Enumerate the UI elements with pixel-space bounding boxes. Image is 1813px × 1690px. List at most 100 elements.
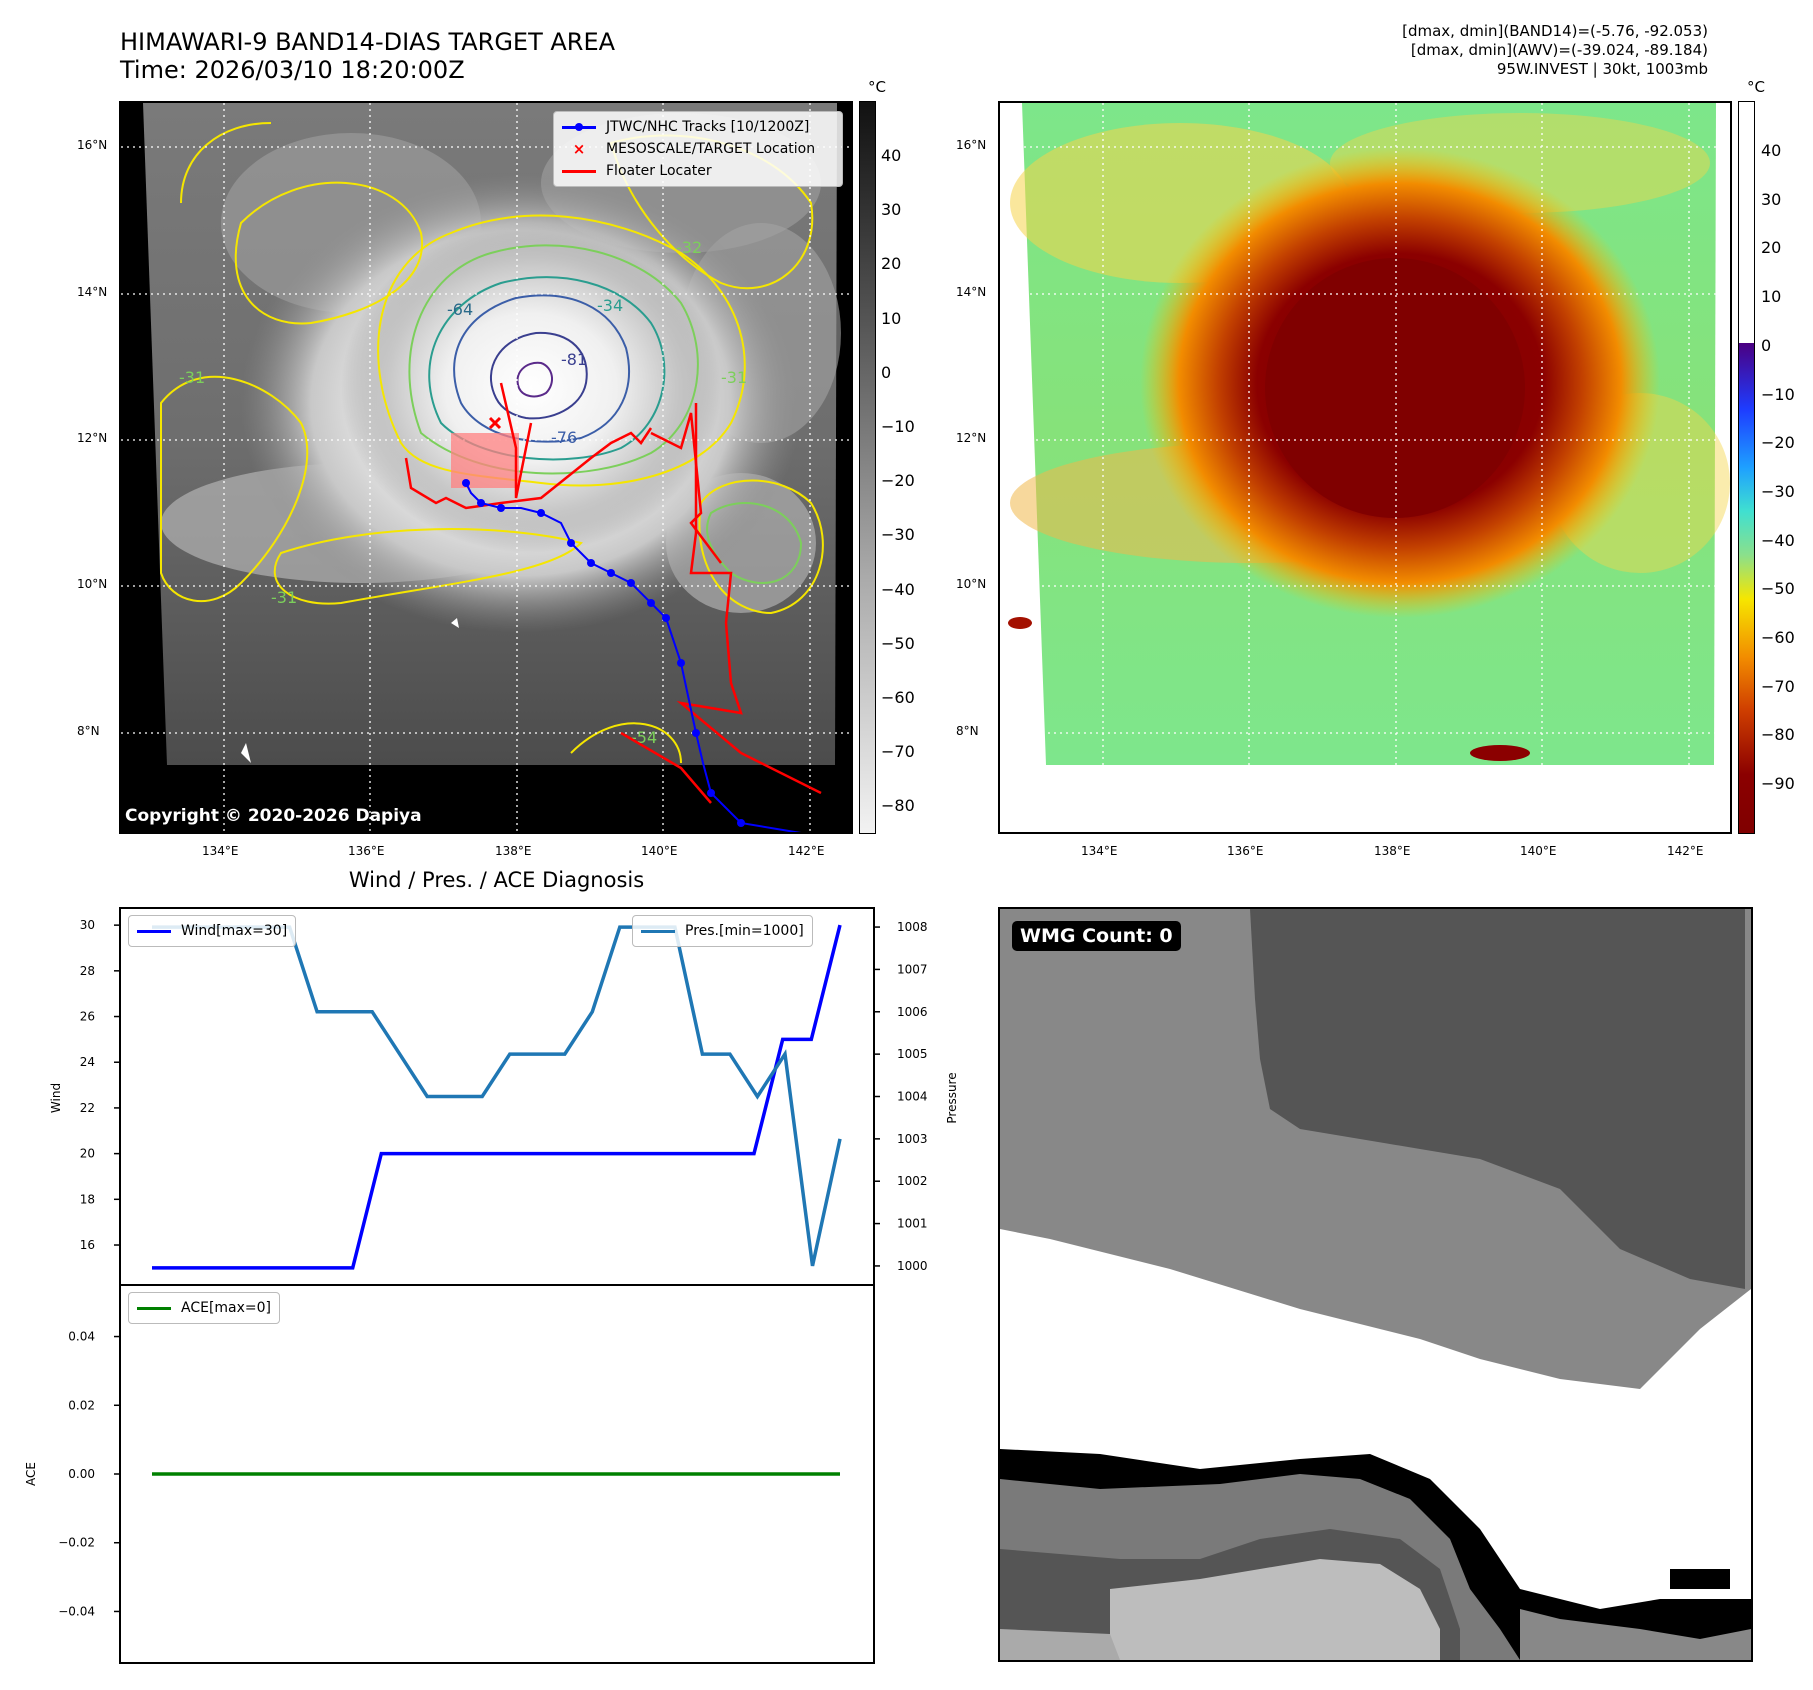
awv-image bbox=[1000, 103, 1730, 832]
pressure-series-line bbox=[152, 925, 842, 1267]
lon-tick-label: 134°E bbox=[1081, 844, 1118, 858]
wind-tick-label: 16 bbox=[80, 1238, 95, 1252]
legend-label: Wind[max=30] bbox=[181, 923, 288, 939]
awv-range: [dmax, dmin](AWV)=(-39.024, -89.184) bbox=[1410, 41, 1708, 59]
wind-tick-label: 20 bbox=[80, 1147, 95, 1161]
figure-title: HIMAWARI-9 BAND14-DIAS TARGET AREA bbox=[120, 28, 616, 56]
colorbar-tick-label: 0 bbox=[881, 362, 892, 382]
contour-label: -34 bbox=[597, 296, 623, 315]
colorbar-tick-label: −80 bbox=[1761, 725, 1795, 745]
pressure-legend: Pres.[min=1000] bbox=[632, 915, 813, 947]
colorbar-tick-label: 10 bbox=[881, 308, 902, 328]
wind-pressure-axes: 16 18 20 22 24 26 28 30 1000 1001 1002 1003 1004 1005… bbox=[80, 918, 928, 1273]
pressure-line-icon bbox=[641, 929, 675, 933]
wind-tick-label: 18 bbox=[80, 1192, 95, 1206]
colorbar-tick-label: −50 bbox=[881, 633, 915, 653]
diagnosis-title: Wind / Pres. / ACE Diagnosis bbox=[348, 868, 645, 892]
lat-tick-label: 12°N bbox=[956, 431, 987, 445]
legend-label: MESOSCALE/TARGET Location bbox=[606, 141, 816, 157]
floater-line-icon bbox=[562, 169, 596, 173]
lat-tick-label: 16°N bbox=[77, 138, 108, 152]
ir-legend: JTWC/NHC Tracks [10/1200Z] × MESOSCALE/T… bbox=[553, 111, 843, 187]
colorbar-tick-label: −30 bbox=[881, 525, 915, 545]
contour-label: -31 bbox=[271, 588, 297, 607]
ir-image-panel: -64 -81 -76 -34 -31 -31 -31 -32 -54 bbox=[119, 101, 853, 834]
ir-image: -64 -81 -76 -34 -31 -31 -31 -32 -54 bbox=[121, 103, 851, 832]
colorbar-tick-label: 20 bbox=[1761, 238, 1782, 258]
lat-tick-label: 8°N bbox=[77, 724, 100, 738]
pressure-tick-label: 1002 bbox=[897, 1174, 928, 1188]
legend-item: JTWC/NHC Tracks [10/1200Z] bbox=[562, 116, 834, 138]
lon-tick-label: 140°E bbox=[1520, 844, 1557, 858]
colorbar-tick-label: 40 bbox=[1761, 141, 1782, 160]
wind-tick-label: 22 bbox=[80, 1101, 95, 1115]
wind-tick-label: 28 bbox=[80, 964, 95, 978]
map-gridlines bbox=[121, 103, 851, 832]
contour-label: -76 bbox=[551, 428, 577, 447]
awv-image-panel bbox=[998, 101, 1732, 834]
colorbar-tick-label: −30 bbox=[1761, 481, 1795, 501]
pressure-tick-label: 1003 bbox=[897, 1132, 928, 1146]
lat-tick-label: 12°N bbox=[77, 431, 108, 445]
ir-colorbar-unit: °C bbox=[868, 78, 886, 96]
wind-tick-label: 30 bbox=[80, 918, 95, 932]
ace-tick-label: 0.02 bbox=[68, 1398, 95, 1412]
lon-tick-label: 138°E bbox=[495, 844, 532, 858]
wind-axis-label: Wind bbox=[49, 1083, 63, 1113]
colorbar-tick-label: −60 bbox=[881, 688, 915, 707]
pressure-axis-label: Pressure bbox=[945, 1072, 959, 1123]
legend-label: JTWC/NHC Tracks [10/1200Z] bbox=[606, 119, 810, 135]
colorbar-tick-label: −70 bbox=[1761, 676, 1795, 696]
ace-legend: ACE[max=0] bbox=[128, 1292, 281, 1324]
colorbar-tick-label: −50 bbox=[1761, 579, 1795, 599]
colorbar-tick-label: −40 bbox=[881, 579, 915, 599]
wind-line-icon bbox=[137, 929, 171, 933]
ace-axes: 0.04 0.02 0.00 −0.02 −0.04 bbox=[58, 1330, 840, 1618]
copyright-text: Copyright © 2020-2026 Dapiya bbox=[125, 806, 422, 826]
colorbar-tick-label: −40 bbox=[1761, 530, 1795, 550]
colorbar-tick-label: −20 bbox=[1761, 433, 1795, 453]
lon-tick-label: 136°E bbox=[1227, 844, 1264, 858]
lon-tick-label: 138°E bbox=[1374, 844, 1411, 858]
lon-tick-label: 134°E bbox=[202, 844, 239, 858]
wind-series-line bbox=[152, 924, 842, 1270]
colorbar-tick-label: 0 bbox=[1761, 335, 1772, 355]
ace-tick-label: −0.04 bbox=[58, 1604, 95, 1618]
pressure-tick-label: 1004 bbox=[897, 1090, 928, 1104]
colorbar-tick-label: 20 bbox=[881, 254, 902, 274]
target-location-marker bbox=[488, 416, 502, 430]
lon-tick-label: 140°E bbox=[641, 844, 678, 858]
track-line-icon bbox=[562, 122, 596, 131]
figure-timestamp: Time: 2026/03/10 18:20:00Z bbox=[120, 56, 465, 84]
band14-range: [dmax, dmin](BAND14)=(-5.76, -92.053) bbox=[1402, 22, 1708, 40]
colorbar-tick-label: 30 bbox=[1761, 189, 1782, 209]
contour-label: -32 bbox=[676, 238, 702, 257]
wmg-count-badge: WMG Count: 0 bbox=[1012, 921, 1181, 951]
awv-colorbar bbox=[1738, 101, 1755, 834]
pressure-tick-label: 1006 bbox=[897, 1005, 928, 1019]
colorbar-tick-label: −80 bbox=[881, 796, 915, 816]
lon-tick-label: 142°E bbox=[1667, 844, 1704, 858]
ir-colorbar bbox=[859, 101, 876, 834]
floater-locater-path bbox=[404, 382, 822, 804]
lat-tick-label: 14°N bbox=[77, 285, 108, 299]
pressure-tick-label: 1008 bbox=[897, 920, 928, 934]
target-box bbox=[451, 433, 519, 488]
legend-label: ACE[max=0] bbox=[181, 1300, 272, 1316]
legend-item: × MESOSCALE/TARGET Location bbox=[562, 138, 834, 160]
colorbar-tick-label: 10 bbox=[1761, 287, 1782, 307]
contour-label: -81 bbox=[561, 350, 587, 369]
lon-tick-label: 142°E bbox=[788, 844, 825, 858]
lat-tick-label: 16°N bbox=[956, 138, 987, 152]
ace-line-icon bbox=[137, 1306, 171, 1310]
wmg-image bbox=[1000, 909, 1751, 1660]
x-mark-icon: × bbox=[572, 140, 586, 158]
lat-tick-label: 8°N bbox=[956, 724, 979, 738]
pressure-tick-label: 1007 bbox=[897, 962, 928, 976]
lon-tick-label: 136°E bbox=[348, 844, 385, 858]
colorbar-tick-label: −10 bbox=[1761, 384, 1795, 404]
legend-label: Floater Locater bbox=[606, 163, 712, 179]
colorbar-tick-label: −10 bbox=[881, 417, 915, 436]
ace-tick-label: −0.02 bbox=[58, 1536, 95, 1550]
contour-label: -64 bbox=[447, 300, 473, 319]
